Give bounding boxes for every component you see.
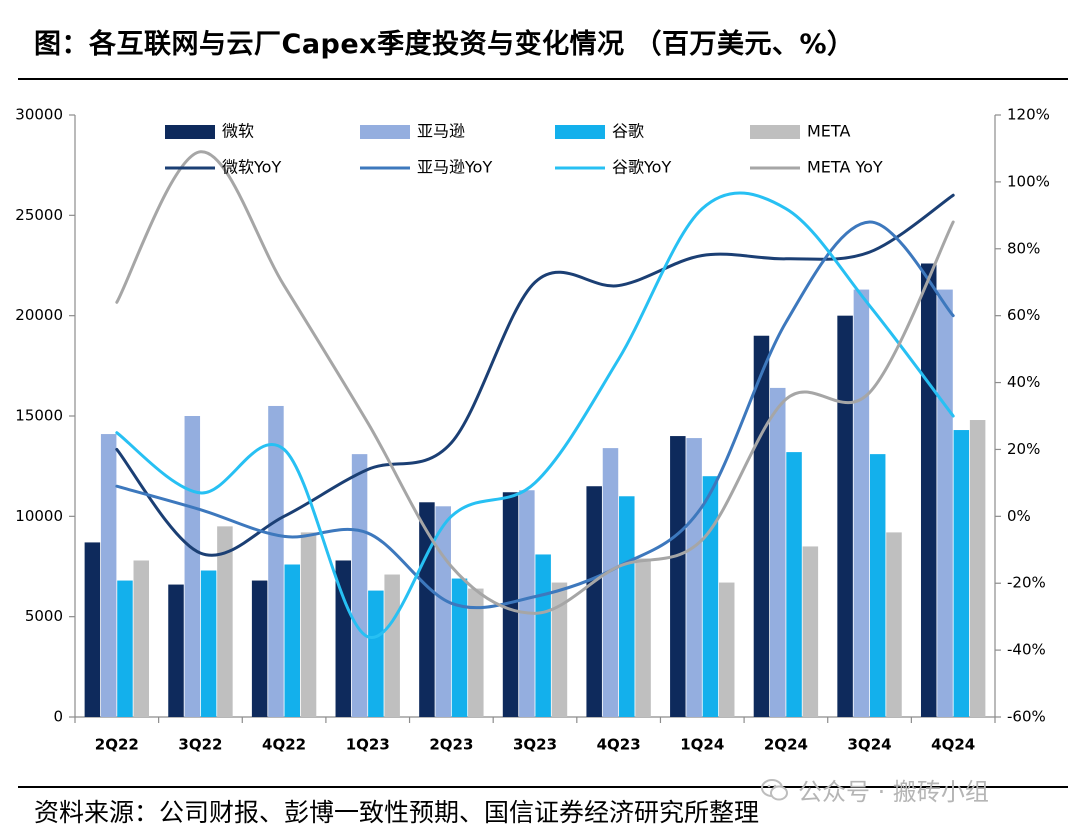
x-tick-label: 4Q22 [262, 736, 306, 754]
y-left-tick-label: 30000 [15, 106, 63, 124]
y-right-tick-label: 20% [1007, 440, 1040, 458]
legend-swatch [165, 125, 215, 139]
bar [284, 564, 300, 717]
bar [368, 590, 384, 717]
x-tick-label: 4Q23 [597, 736, 641, 754]
x-tick-label: 1Q24 [680, 736, 724, 754]
capex-chart: 0 5000 10000 15000 20000 25000 30000 -60% -40% -2… [15, 106, 1050, 754]
chart-title: 图：各互联网与云厂Capex季度投资与变化情况 （百万美元、%） [34, 29, 855, 60]
x-tick-label: 2Q22 [95, 736, 139, 754]
legend-label: 微软 [222, 122, 254, 141]
bar [753, 335, 770, 717]
x-tick-label: 2Q24 [764, 736, 808, 754]
y-right-tick-label: 0% [1007, 507, 1031, 525]
source-rule [18, 786, 1068, 788]
y-right-tick-label: -60% [1007, 708, 1046, 726]
bar [718, 582, 735, 717]
legend-swatch [360, 125, 410, 139]
y-right-tick-label: -20% [1007, 574, 1046, 592]
x-tick-label: 4Q24 [931, 736, 975, 754]
bar [184, 416, 201, 717]
bar [953, 430, 970, 717]
bar [100, 434, 117, 717]
bar [602, 448, 619, 717]
legend-label: 谷歌 [612, 122, 644, 141]
bar [519, 490, 535, 717]
x-tick-label: 3Q23 [513, 736, 557, 754]
source-note: 资料来源：公司财报、彭博一致性预期、国信证券经济研究所整理 [34, 798, 760, 827]
series-line [115, 191, 955, 639]
x-tick-label: 3Q24 [848, 736, 892, 754]
bar [770, 387, 786, 717]
legend-label: 亚马逊 [417, 122, 465, 141]
bar [384, 574, 400, 717]
y-left-tick-label: 15000 [15, 407, 63, 425]
bar [886, 532, 902, 717]
bar [869, 454, 886, 717]
series-line [115, 150, 955, 615]
watermark-text: 公众号 · 搬砖小组 [798, 778, 989, 806]
bar [969, 420, 986, 717]
bar [551, 582, 568, 717]
legend-swatch [555, 125, 605, 139]
bar [200, 570, 217, 717]
legend-label: 微软YoY [222, 158, 281, 177]
x-tick-label: 2Q23 [429, 736, 473, 754]
bar [168, 584, 184, 717]
title-rule [18, 78, 1068, 80]
bar [837, 315, 853, 717]
x-tick-label: 1Q23 [346, 736, 390, 754]
y-right-tick-label: 40% [1007, 373, 1040, 391]
y-right-tick-label: 120% [1007, 106, 1050, 124]
y-left-tick-label: 5000 [25, 607, 63, 625]
bar [502, 492, 519, 717]
wechat-icon [761, 778, 788, 800]
bar [117, 580, 133, 717]
legend-swatch [750, 125, 800, 139]
bar [670, 436, 686, 717]
bar [351, 454, 368, 717]
legend-label: 亚马逊YoY [417, 158, 492, 177]
bar [535, 554, 551, 717]
y-left-tick-label: 25000 [15, 206, 63, 224]
bar [920, 263, 937, 717]
bar [686, 438, 702, 717]
bar [635, 558, 651, 717]
bar [217, 526, 233, 717]
bar [802, 546, 819, 717]
legend-label: META YoY [807, 158, 883, 177]
bar [435, 506, 451, 717]
bar [853, 289, 870, 717]
bar [268, 405, 284, 717]
series-line [115, 193, 955, 557]
watermark: 公众号 · 搬砖小组 [760, 772, 989, 807]
x-tick-label: 3Q22 [178, 736, 222, 754]
bar [586, 486, 602, 717]
bar [84, 542, 101, 717]
y-right-tick-label: -40% [1007, 641, 1046, 659]
bar [619, 496, 635, 717]
y-left-tick-label: 20000 [15, 306, 63, 324]
bar [300, 532, 317, 717]
bar [419, 502, 435, 717]
bar [937, 289, 953, 717]
y-left-tick-label: 0 [53, 708, 63, 726]
legend-label: META [807, 122, 850, 141]
y-right-tick-label: 80% [1007, 239, 1040, 257]
legend-label: 谷歌YoY [612, 158, 671, 177]
bar [786, 452, 802, 717]
bar [702, 476, 719, 717]
y-left-tick-label: 10000 [15, 507, 63, 525]
series-line [115, 220, 955, 610]
y-right-tick-label: 100% [1007, 172, 1050, 190]
bar [451, 578, 468, 717]
bar [468, 588, 484, 717]
bar [133, 560, 150, 717]
bar [251, 580, 268, 717]
bar [335, 560, 352, 717]
y-right-tick-label: 60% [1007, 306, 1040, 324]
